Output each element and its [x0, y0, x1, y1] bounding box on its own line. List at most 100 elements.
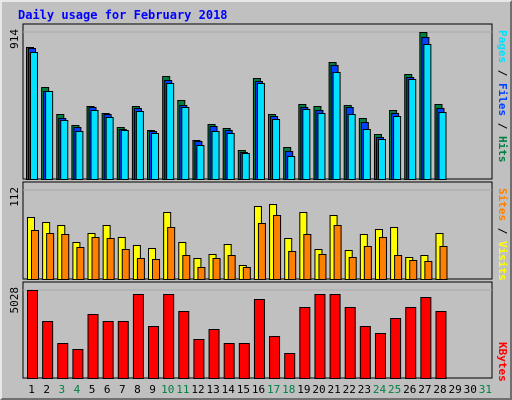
sites-bar-day2 [46, 233, 55, 280]
sites-bar-day14 [227, 255, 236, 280]
day-label-10: 10 [161, 383, 174, 396]
sites-bar-day3 [61, 234, 70, 280]
day-label-30: 30 [464, 383, 477, 396]
usage-bar-pages-day25 [393, 116, 402, 180]
day-label-19: 19 [297, 383, 310, 396]
usage-bar-pages-day21 [332, 72, 341, 180]
kbytes-bar-day3 [57, 343, 69, 379]
usage-bar-pages-day1 [30, 52, 38, 180]
day-label-22: 22 [343, 383, 356, 396]
visits-legend-sites: Sites [496, 188, 509, 221]
day-label-23: 23 [358, 383, 371, 396]
sites-bar-day23 [363, 246, 372, 280]
sites-bar-day13 [212, 258, 221, 280]
kbytes-bar-day12 [193, 339, 205, 379]
kbytes-bar-day14 [223, 343, 235, 379]
kbytes-bar-day16 [253, 299, 265, 379]
kbytes-bar-day8 [132, 294, 144, 379]
sites-bar-day22 [348, 257, 357, 280]
kbytes-bar-day10 [163, 294, 175, 379]
kbytes-bar-day2 [42, 321, 54, 379]
day-label-5: 5 [89, 383, 96, 396]
day-label-16: 16 [252, 383, 265, 396]
usage-legend-hits: Hits [496, 136, 509, 163]
sites-bar-day28 [439, 246, 448, 280]
sites-bar-day11 [182, 255, 191, 280]
day-label-21: 21 [328, 383, 341, 396]
sites-bar-day18 [288, 251, 297, 280]
kbytes-bar-day5 [87, 314, 99, 379]
day-label-29: 29 [449, 383, 462, 396]
day-label-9: 9 [149, 383, 156, 396]
usage-bar-pages-day18 [287, 156, 296, 180]
sites-bar-day17 [273, 215, 282, 280]
usage-bar-pages-day14 [226, 133, 235, 180]
usage-bar-pages-day27 [423, 44, 432, 180]
usage-bar-pages-day16 [256, 83, 265, 180]
usage-bar-pages-day6 [105, 117, 114, 180]
day-label-26: 26 [403, 383, 416, 396]
day-label-28: 28 [433, 383, 446, 396]
kbytes-bar-day13 [208, 329, 220, 379]
kbytes-bar-day17 [269, 336, 281, 379]
sites-bar-day8 [136, 258, 145, 280]
sites-bar-day10 [167, 227, 176, 280]
kbytes-bar-day27 [420, 297, 432, 379]
sites-bar-day27 [424, 261, 433, 280]
day-label-20: 20 [312, 383, 325, 396]
usage-legend-files: Files [496, 83, 509, 116]
usage-bar-pages-day20 [317, 113, 326, 180]
sites-bar-day21 [333, 225, 342, 280]
sites-bar-day9 [152, 259, 161, 280]
usage-bar-pages-day3 [60, 120, 69, 180]
usage-bar-pages-day7 [120, 130, 129, 180]
usage-bar-pages-day19 [302, 109, 311, 180]
usage-bar-pages-day5 [90, 110, 99, 180]
sites-bar-day24 [378, 237, 387, 280]
usage-ymax-label: 914 [8, 29, 21, 49]
day-label-6: 6 [104, 383, 111, 396]
visits-ymax-label: 112 [8, 187, 21, 207]
visits-legend-visits: Visits [496, 241, 509, 281]
chart-title: Daily usage for February 2018 [18, 8, 228, 22]
usage-bar-pages-day15 [241, 153, 250, 180]
kbytes-bar-day21 [329, 294, 341, 379]
kbytes-legend: KBytes [496, 342, 509, 382]
kbytes-bar-day19 [299, 307, 311, 379]
kbytes-bar-day24 [374, 333, 386, 379]
visits-legend: Sites / Visits [496, 188, 509, 281]
usage-bar-pages-day28 [438, 112, 447, 180]
day-label-1: 1 [28, 383, 35, 396]
kbytes-bar-day4 [72, 349, 84, 379]
sites-bar-day1 [31, 230, 39, 280]
usage-bar-pages-day2 [45, 91, 54, 180]
usage-bar-pages-day23 [362, 129, 371, 180]
visits-legend-separator: / [496, 221, 509, 241]
sites-bar-day16 [257, 223, 266, 280]
kbytes-bar-day11 [178, 311, 190, 379]
kbytes-ymax-label: 5028 [8, 287, 21, 314]
usage-bar-pages-day26 [408, 79, 417, 180]
kbytes-bar-day22 [344, 307, 356, 379]
kbytes-bar-day9 [148, 326, 160, 379]
usage-bar-pages-day11 [181, 107, 190, 180]
day-label-17: 17 [267, 383, 280, 396]
usage-bar-pages-day22 [347, 114, 356, 180]
sites-bar-day19 [303, 234, 312, 280]
usage-legend-separator: / [496, 63, 509, 83]
sites-bar-day7 [121, 249, 130, 280]
day-label-13: 13 [206, 383, 219, 396]
day-label-7: 7 [119, 383, 126, 396]
usage-bar-pages-day10 [166, 83, 175, 180]
sites-bar-day5 [91, 237, 100, 280]
usage-bar-pages-day8 [135, 111, 144, 180]
usage-bar-pages-day12 [196, 145, 205, 180]
usage-legend-separator: / [496, 116, 509, 136]
sites-bar-day26 [409, 260, 418, 280]
usage-bar-pages-day17 [272, 119, 281, 180]
day-label-12: 12 [191, 383, 204, 396]
kbytes-legend-kbytes: KBytes [496, 342, 509, 382]
usage-bar-pages-day24 [377, 139, 386, 180]
